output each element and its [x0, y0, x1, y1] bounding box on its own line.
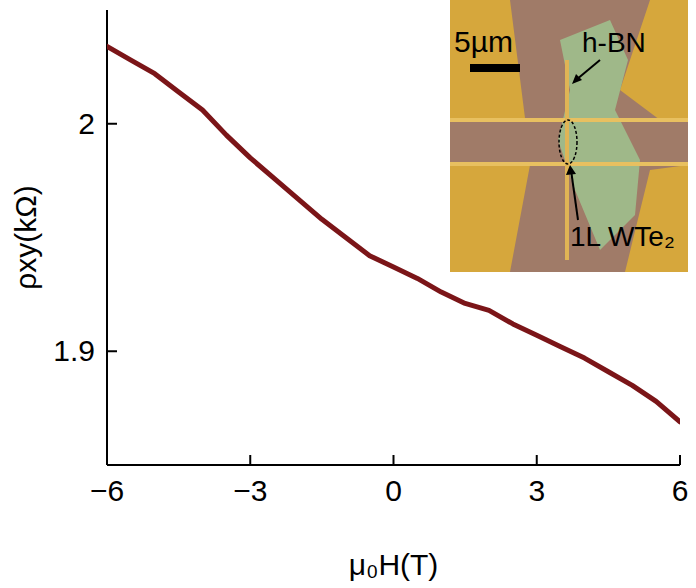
chart: −6 −3 0 3 6 1.9 2 μ₀H(T) ρxy(kΩ) 5µm h-BN 1L WTe₂ — [0, 0, 696, 588]
x-tick-label: −3 — [233, 474, 267, 507]
y-axis-title: ρxy(kΩ) — [9, 185, 42, 289]
x-tick — [393, 455, 395, 465]
electrode — [565, 60, 569, 260]
x-tick — [249, 455, 251, 465]
wte2-label: 1L WTe₂ — [570, 221, 675, 252]
y-tick-label: 1.9 — [53, 334, 95, 367]
scale-bar — [470, 64, 520, 72]
arrow — [576, 60, 600, 80]
x-tick-label: 0 — [385, 474, 402, 507]
y-tick-label: 2 — [78, 107, 95, 140]
x-tick — [536, 455, 538, 465]
x-tick-label: 3 — [528, 474, 545, 507]
x-tick-label: 6 — [672, 474, 689, 507]
inset-bg — [450, 0, 688, 272]
x-tick — [679, 455, 681, 465]
y-tick — [107, 123, 117, 125]
x-tick — [106, 455, 108, 465]
hbn-label: h-BN — [582, 27, 646, 58]
inset: 5µm h-BN 1L WTe₂ — [450, 0, 688, 272]
sample-outline — [559, 120, 577, 164]
substrate — [450, 0, 688, 272]
x-tick-label: −6 — [90, 474, 124, 507]
arrow — [571, 170, 578, 220]
y-axis — [106, 10, 108, 465]
arrowhead — [566, 165, 576, 175]
x-axis-title: μ₀H(T) — [349, 548, 439, 581]
arrowhead — [572, 74, 582, 84]
y-tick — [107, 350, 117, 352]
scale-label: 5µm — [454, 25, 513, 58]
